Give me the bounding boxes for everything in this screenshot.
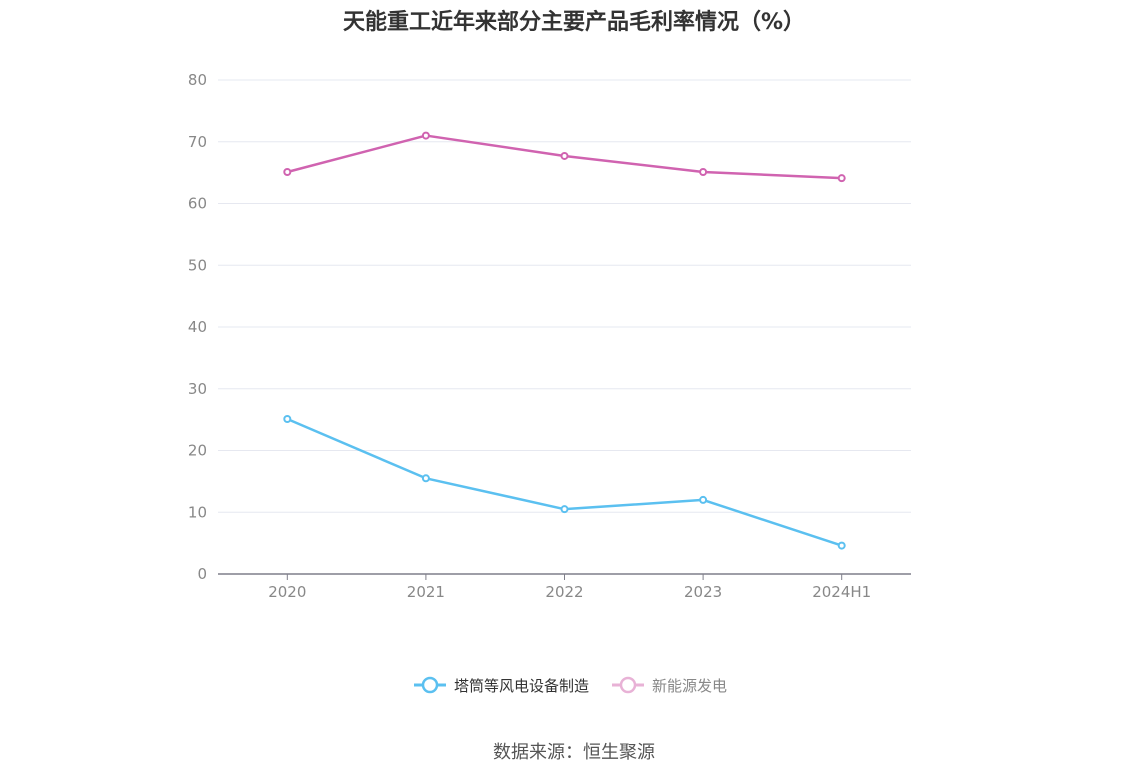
data-point-0-1: [421, 474, 430, 483]
y-tick-label-20: 20: [188, 442, 207, 460]
x-tick-label-2020: 2020: [268, 583, 306, 601]
y-tick-label-0: 0: [197, 565, 207, 583]
legend-item-0[interactable]: 塔筒等风电设备制造: [414, 676, 589, 695]
y-tick-label-60: 60: [188, 195, 207, 213]
legend-marker-icon: [421, 676, 439, 694]
x-tick-label-2021: 2021: [407, 583, 445, 601]
data-point-1-0: [283, 168, 292, 177]
legend-label: 新能源发电: [652, 677, 727, 695]
x-axis: 2020 2021 2022 2023 2024H1: [218, 573, 911, 601]
grid-lines: [218, 79, 911, 513]
legend-label: 塔筒等风电设备制造: [454, 677, 589, 695]
legend-item-1[interactable]: 新能源发电: [612, 676, 727, 695]
data-point-1-3: [699, 168, 708, 177]
data-point-0-3: [699, 495, 708, 504]
y-tick-label-80: 80: [188, 71, 207, 89]
data-point-1-1: [421, 131, 430, 140]
series-line-0: [286, 417, 843, 547]
y-tick-label-30: 30: [188, 380, 207, 398]
data-point-0-2: [560, 505, 569, 514]
legend: 塔筒等风电设备制造 新能源发电: [414, 676, 727, 695]
legend-marker-icon: [619, 676, 637, 694]
chart-title: 天能重工近年来部分主要产品毛利率情况（%）: [342, 10, 806, 35]
x-tick-label-2022: 2022: [545, 583, 583, 601]
data-point-0-4: [837, 541, 846, 550]
source-note: 数据来源：恒生聚源: [493, 742, 655, 763]
y-axis-ticks: 0 10 20 30 40 50 60 70 80: [188, 71, 207, 583]
y-tick-label-10: 10: [188, 503, 207, 521]
y-tick-label-40: 40: [188, 318, 207, 336]
x-tick-label-2024H1: 2024H1: [812, 583, 871, 601]
data-point-1-2: [560, 151, 569, 160]
data-point-1-4: [837, 174, 846, 183]
x-tick-label-2023: 2023: [684, 583, 722, 601]
y-tick-label-50: 50: [188, 256, 207, 274]
series-group: [283, 131, 846, 550]
data-point-0-0: [283, 415, 292, 424]
y-tick-label-70: 70: [188, 133, 207, 151]
